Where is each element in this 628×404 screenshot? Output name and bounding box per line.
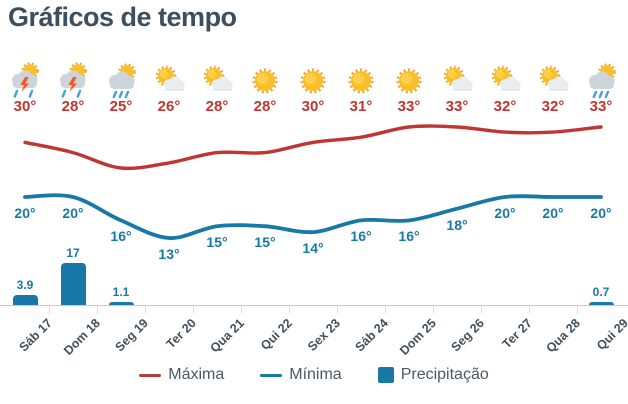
- max-temp-label: 26°: [157, 98, 181, 115]
- axis-tick: [336, 306, 338, 314]
- sun-cloud-icon: [197, 60, 237, 100]
- max-temp-label: 25°: [109, 98, 133, 115]
- precip-value-label: 1.1: [112, 285, 130, 299]
- min-temp-label: 13°: [158, 246, 180, 262]
- axis-tick: [288, 306, 290, 314]
- min-temp-label: 20°: [14, 205, 36, 221]
- axis-tick: [384, 306, 386, 314]
- max-temp-label: 32°: [493, 98, 517, 115]
- axis-tick: [96, 306, 98, 314]
- sun-cloud-icon: [485, 60, 525, 100]
- sun-cloud-icon: [149, 60, 189, 100]
- precip-value-label: 3.9: [16, 278, 34, 292]
- min-temp-label: 20°: [494, 205, 516, 221]
- legend-item-maxima: Máxima: [139, 366, 224, 384]
- min-temp-label: 20°: [542, 205, 564, 221]
- min-temp-label: 16°: [398, 228, 420, 244]
- precip-bar: [60, 263, 86, 305]
- precip-bar: [108, 302, 134, 305]
- max-temp-label: 28°: [253, 98, 277, 115]
- page-title: Gráficos de tempo: [8, 2, 237, 32]
- precip-value-label: 17: [66, 246, 80, 260]
- min-temp-label: 15°: [254, 234, 276, 250]
- axis-tick: [192, 306, 194, 314]
- precip-bar: [12, 295, 38, 305]
- storm-icon: [5, 60, 45, 100]
- precip-bar: [588, 302, 614, 305]
- max-temp-label: 33°: [397, 98, 421, 115]
- maxima-line-swatch-icon: [139, 373, 162, 377]
- axis-tick: [240, 306, 242, 314]
- sun-cloud-icon: [437, 60, 477, 100]
- min-temp-label: 20°: [590, 205, 612, 221]
- axis-tick: [576, 306, 578, 314]
- axis-tick: [144, 306, 146, 314]
- sun-icon: [341, 60, 381, 100]
- min-temp-label: 16°: [350, 228, 372, 244]
- min-temp-label: 16°: [110, 228, 132, 244]
- sun-rain-icon: [581, 60, 621, 100]
- max-temp-label: 31°: [349, 98, 373, 115]
- x-axis-line: [0, 305, 628, 306]
- max-temp-label: 32°: [541, 98, 565, 115]
- sun-cloud-icon: [533, 60, 573, 100]
- sun-rain-icon: [101, 60, 141, 100]
- min-temp-label: 18°: [446, 217, 468, 233]
- axis-tick: [528, 306, 530, 314]
- maxima-line: [23, 124, 603, 171]
- minima-line-swatch-icon: [260, 373, 283, 377]
- max-temp-label: 30°: [301, 98, 325, 115]
- storm-icon: [53, 60, 93, 100]
- sun-icon: [293, 60, 333, 100]
- max-temp-label: 33°: [445, 98, 469, 115]
- legend-item-precipitacao: Precipitação: [377, 366, 489, 384]
- legend-label-precipitacao: Precipitação: [400, 366, 489, 383]
- axis-tick: [480, 306, 482, 314]
- min-temp-label: 15°: [206, 234, 228, 250]
- precipitation-swatch-icon: [377, 367, 394, 383]
- legend-item-minima: Mínima: [260, 366, 342, 384]
- chart-legend: Máxima Mínima Precipitação: [0, 366, 628, 384]
- axis-tick: [432, 306, 434, 314]
- max-temp-label: 33°: [589, 98, 613, 115]
- min-temp-label: 20°: [62, 205, 84, 221]
- axis-tick: [48, 306, 50, 314]
- max-temp-label: 30°: [13, 98, 37, 115]
- legend-label-minima: Mínima: [289, 366, 342, 383]
- min-temp-label: 14°: [302, 240, 324, 256]
- precip-value-label: 0.7: [592, 285, 610, 299]
- legend-label-maxima: Máxima: [168, 366, 225, 383]
- max-temp-label: 28°: [61, 98, 85, 115]
- sun-icon: [389, 60, 429, 100]
- sun-icon: [245, 60, 285, 100]
- max-temp-label: 28°: [205, 98, 229, 115]
